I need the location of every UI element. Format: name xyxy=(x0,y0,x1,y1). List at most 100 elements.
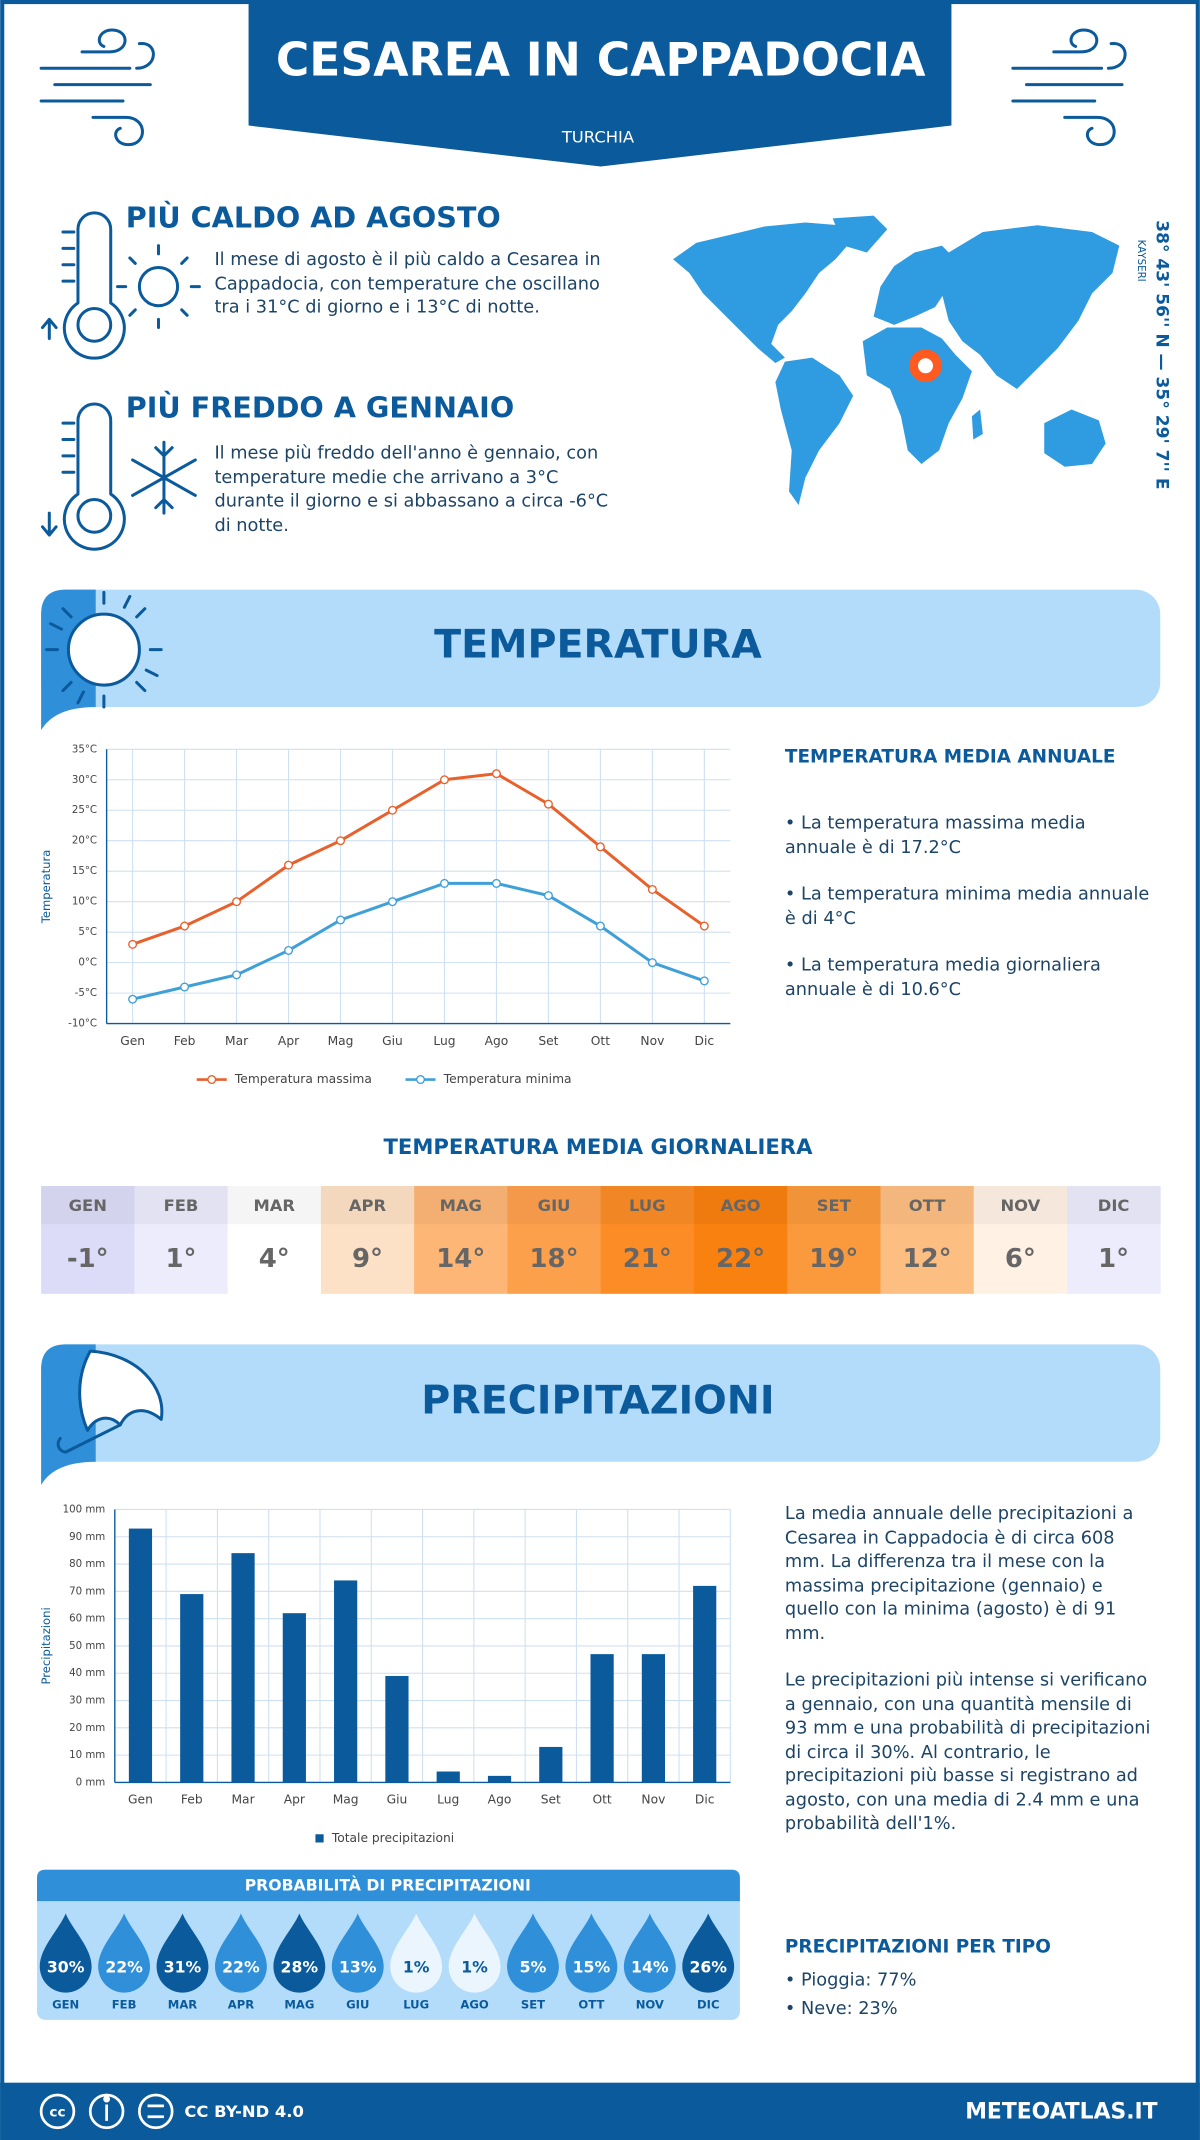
bar xyxy=(385,1675,409,1783)
header-banner xyxy=(248,0,952,167)
bar xyxy=(487,1775,512,1783)
series-line xyxy=(132,881,705,1001)
series-point xyxy=(336,915,346,925)
bar xyxy=(539,1746,563,1783)
umbrella-icon xyxy=(56,1349,164,1454)
license: CC BY-ND 4.0 xyxy=(184,2102,303,2121)
probability-month: OTT xyxy=(578,1997,604,2011)
probability-title: PROBABILITÀ DI PRECIPITAZIONI xyxy=(245,1876,531,1895)
table-month: MAR xyxy=(253,1196,295,1215)
series-point xyxy=(128,994,138,1004)
bar xyxy=(180,1594,204,1783)
x-tick-label: Ott xyxy=(592,1793,611,1807)
table-cell xyxy=(320,1186,415,1294)
bar xyxy=(436,1771,460,1783)
probability-drop xyxy=(448,1913,501,1993)
table-header-shade xyxy=(414,1186,508,1225)
sun-icon xyxy=(45,590,163,709)
x-tick-label: Set xyxy=(541,1793,561,1807)
probability-box xyxy=(37,1869,740,2020)
y-tick-label: 50 mm xyxy=(69,1641,105,1652)
x-tick-label: Ago xyxy=(488,1793,512,1807)
bar xyxy=(693,1585,717,1783)
hot-title: PIÙ CALDO AD AGOSTO xyxy=(126,201,501,235)
series-point xyxy=(595,921,605,931)
summary-item: • La temperatura minima media annuale è … xyxy=(784,884,1150,929)
table-month: AGO xyxy=(721,1196,761,1215)
series-point xyxy=(387,805,397,815)
legend-swatch xyxy=(315,1834,324,1843)
y-tick-label: -5°C xyxy=(75,988,97,999)
table-value: 21° xyxy=(623,1244,672,1274)
x-tick-label: Apr xyxy=(284,1793,306,1807)
legend-label: Temperatura massima xyxy=(234,1072,372,1086)
table-month: DIC xyxy=(1098,1196,1130,1215)
probability-drop xyxy=(331,1913,384,1993)
probability-drop xyxy=(565,1913,618,1993)
page-title: CESAREA IN CAPPADOCIA xyxy=(276,32,926,86)
location-marker-center xyxy=(917,358,934,374)
table-month: MAG xyxy=(440,1196,482,1215)
probability-month: MAG xyxy=(284,1997,314,2011)
summary-item-box: • La temperatura minima media annuale è … xyxy=(784,884,1150,929)
probability-drop xyxy=(682,1913,735,1993)
series-point xyxy=(543,891,553,901)
x-tick-label: Feb xyxy=(181,1793,203,1807)
series-point xyxy=(491,769,501,779)
x-tick-label: Feb xyxy=(174,1034,196,1048)
city: KAYSERI xyxy=(1135,240,1146,282)
x-tick-label: Dic xyxy=(695,1793,715,1807)
footer xyxy=(0,2082,1200,2140)
country: TURCHIA xyxy=(561,127,635,146)
cold-text-box: Il mese più freddo dell'anno è gennaio, … xyxy=(214,444,608,536)
series-point xyxy=(543,799,553,809)
bar xyxy=(334,1580,358,1783)
hot-text-box: Il mese di agosto è il più caldo a Cesar… xyxy=(214,249,601,318)
probability-month: GIU xyxy=(346,1997,369,2011)
type-item: • Neve: 23% xyxy=(785,1999,898,2019)
x-tick-label: Ago xyxy=(485,1034,509,1048)
y-tick-label: 10°C xyxy=(72,897,97,908)
probability-label: 13% xyxy=(339,1958,377,1977)
probability-label: 14% xyxy=(631,1958,669,1977)
y-tick-label: 40 mm xyxy=(69,1668,105,1679)
table-value: 1° xyxy=(166,1244,197,1274)
table-header-shade xyxy=(693,1186,788,1225)
table-month: NOV xyxy=(1000,1196,1040,1215)
bar xyxy=(231,1553,255,1783)
x-tick-label: Set xyxy=(538,1034,558,1048)
series-point xyxy=(336,836,346,846)
table-month: LUG xyxy=(629,1196,666,1215)
x-tick-label: Mag xyxy=(328,1034,354,1048)
hot-text: Il mese di agosto è il più caldo a Cesar… xyxy=(214,249,601,318)
y-tick-label: 15°C xyxy=(72,866,97,877)
thermometer-cold-icon xyxy=(40,402,197,551)
type-item: • Pioggia: 77% xyxy=(785,1970,917,1990)
table-cell xyxy=(414,1186,508,1294)
probability-month: NOV xyxy=(636,1997,664,2011)
y-tick-label: 35°C xyxy=(72,744,97,755)
x-tick-label: Mar xyxy=(231,1793,255,1807)
probability-label: 5% xyxy=(520,1958,547,1977)
table-value: 4° xyxy=(259,1244,290,1274)
probability-label: 22% xyxy=(105,1958,143,1977)
table-month: SET xyxy=(817,1196,852,1215)
series-point xyxy=(699,921,709,931)
probability-month: SET xyxy=(521,1997,545,2011)
probability-month: DIC xyxy=(697,1997,719,2011)
y-tick-label: 5°C xyxy=(78,927,97,938)
series-point xyxy=(699,976,709,986)
series-point xyxy=(284,860,294,870)
table-cell xyxy=(134,1186,229,1294)
summary-item: • La temperatura massima media annuale è… xyxy=(784,813,1086,858)
table-cell xyxy=(227,1186,322,1294)
bar xyxy=(641,1654,665,1783)
series-point xyxy=(647,958,657,968)
probability-month: MAR xyxy=(168,1997,198,2011)
x-tick-label: Giu xyxy=(387,1793,408,1807)
wind-icon xyxy=(39,28,155,147)
table-value: 14° xyxy=(436,1244,485,1274)
table-header-shade xyxy=(320,1186,415,1225)
